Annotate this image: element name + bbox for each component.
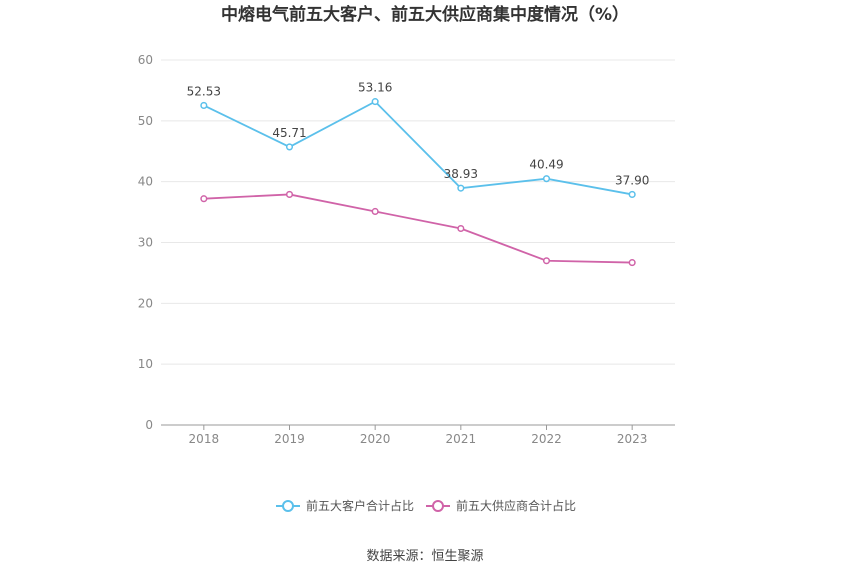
x-tick-label: 2018 bbox=[189, 432, 220, 446]
data-label: 40.49 bbox=[529, 158, 563, 172]
y-tick-label: 20 bbox=[138, 296, 153, 310]
data-point bbox=[371, 207, 379, 216]
data-point bbox=[542, 257, 551, 265]
data-point bbox=[285, 190, 294, 198]
legend-marker bbox=[282, 500, 294, 512]
legend-marker bbox=[432, 500, 444, 512]
series-line-1 bbox=[203, 193, 633, 264]
data-point bbox=[457, 224, 465, 233]
y-tick-label: 60 bbox=[138, 53, 153, 67]
y-tick-label: 0 bbox=[145, 418, 153, 432]
gridlines bbox=[161, 59, 675, 365]
axes: 0 10 20 30 40 50 60 2018 2019 2020 2021 2022 2023 bbox=[138, 53, 675, 446]
series-layer bbox=[200, 98, 636, 267]
y-tick-label: 30 bbox=[138, 236, 153, 250]
data-point bbox=[457, 184, 465, 192]
data-label: 52.53 bbox=[187, 84, 221, 98]
legend-label: 前五大客户合计占比 bbox=[306, 498, 414, 513]
x-tick-label: 2020 bbox=[360, 432, 391, 446]
y-tick-label: 50 bbox=[138, 114, 153, 128]
data-point bbox=[285, 143, 294, 151]
y-tick-label: 10 bbox=[138, 357, 153, 371]
data-label: 53.16 bbox=[358, 81, 392, 95]
data-label: 45.71 bbox=[272, 126, 306, 140]
data-point bbox=[200, 101, 208, 109]
x-tick-label: 2021 bbox=[446, 432, 477, 446]
data-point bbox=[628, 190, 636, 198]
data-point bbox=[542, 175, 551, 183]
y-tick-label: 40 bbox=[138, 175, 153, 189]
data-point bbox=[371, 98, 379, 106]
series-line-0 bbox=[203, 100, 633, 196]
legend: 前五大客户合计占比 前五大供应商合计占比 bbox=[276, 498, 576, 513]
legend-label: 前五大供应商合计占比 bbox=[456, 498, 576, 513]
data-point bbox=[200, 195, 208, 203]
x-tick-label: 2023 bbox=[617, 432, 648, 446]
data-label: 38.93 bbox=[444, 167, 478, 181]
x-tick-label: 2022 bbox=[531, 432, 562, 446]
x-tick-label: 2019 bbox=[274, 432, 305, 446]
source-note: 数据来源：恒生聚源 bbox=[366, 549, 483, 564]
data-point bbox=[628, 259, 636, 267]
data-labels: 52.53 45.71 53.16 38.93 40.49 37.90 bbox=[187, 81, 650, 188]
chart-title: 中熔电气前五大客户、前五大供应商集中度情况（%） bbox=[221, 4, 629, 25]
data-label: 37.90 bbox=[615, 173, 649, 187]
